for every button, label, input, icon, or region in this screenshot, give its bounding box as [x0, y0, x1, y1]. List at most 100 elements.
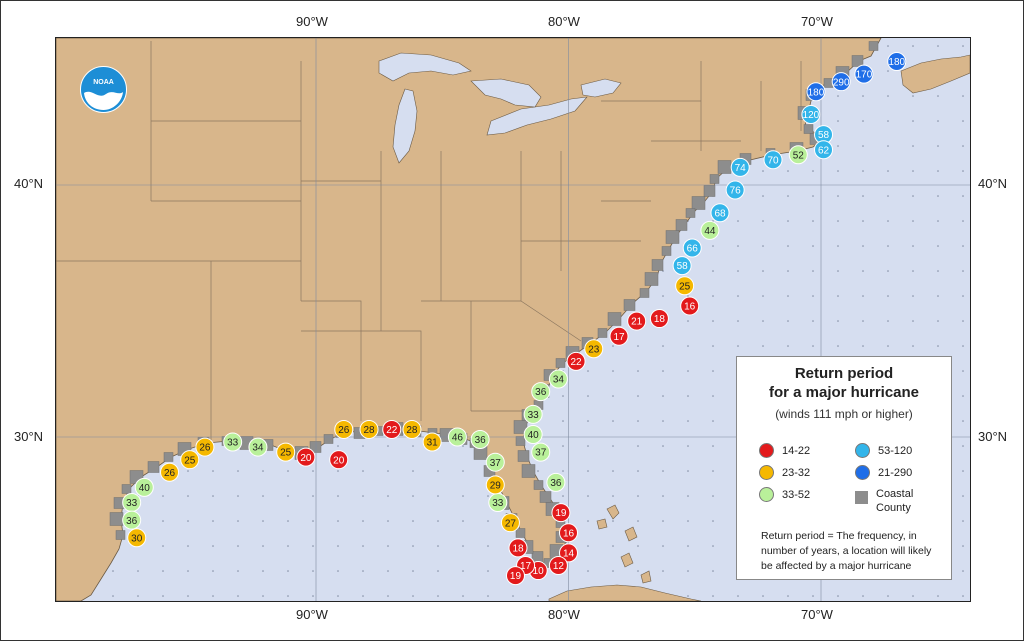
- grid-dot: [387, 570, 389, 572]
- grid-dot: [262, 470, 264, 472]
- legend-item-coastal-county: Coastal County: [855, 487, 913, 515]
- marker-circle: [422, 432, 442, 452]
- state-border: [471, 61, 802, 412]
- grid-dot: [712, 595, 714, 597]
- grid-dot: [737, 245, 739, 247]
- grid-dot: [612, 520, 614, 522]
- grid-dot: [187, 470, 189, 472]
- grid-dot: [337, 470, 339, 472]
- grid-dot: [962, 45, 964, 47]
- grid-dot: [687, 320, 689, 322]
- grid-dot: [312, 495, 314, 497]
- grid-dot: [212, 520, 214, 522]
- grid-dot: [487, 545, 489, 547]
- legend-label-county: County: [876, 502, 911, 514]
- grid-dot: [487, 495, 489, 497]
- marker-label: 29: [490, 480, 502, 491]
- grid-dot: [787, 170, 789, 172]
- grid-dot: [362, 570, 364, 572]
- grid-dot: [937, 145, 939, 147]
- coastal-county-block: [109, 512, 124, 526]
- lon-label-70w-bottom: 70°W: [801, 607, 833, 622]
- grid-dot: [912, 245, 914, 247]
- marker-label: 33: [492, 498, 504, 509]
- marker-circle: [296, 447, 316, 467]
- return-period-marker: 26: [160, 462, 180, 482]
- grid-dot: [937, 220, 939, 222]
- grid-dot: [412, 545, 414, 547]
- grid-dot: [287, 495, 289, 497]
- marker-label: 36: [475, 435, 487, 446]
- coastal-county-block: [651, 259, 664, 271]
- grid-dot: [287, 545, 289, 547]
- grid-dot: [712, 370, 714, 372]
- grid-dot: [237, 595, 239, 597]
- grid-dot: [837, 245, 839, 247]
- grid-dot: [837, 170, 839, 172]
- grid-dot: [262, 545, 264, 547]
- grid-dot: [362, 445, 364, 447]
- grid-dot: [762, 270, 764, 272]
- marker-label: 37: [535, 448, 547, 459]
- grid-dot: [612, 345, 614, 347]
- grid-dot: [512, 595, 514, 597]
- marker-circle: [223, 432, 243, 452]
- grid-dot: [212, 495, 214, 497]
- lon-label-70w: 70°W: [801, 14, 833, 29]
- coastal-county-block: [517, 450, 530, 462]
- coastal-county-block: [685, 208, 696, 218]
- return-period-marker: 34: [548, 369, 568, 389]
- grid-dot: [912, 220, 914, 222]
- grid-dot: [812, 345, 814, 347]
- return-period-marker: 19: [551, 503, 571, 523]
- return-period-marker: 290: [831, 72, 851, 92]
- return-period-marker: 14: [559, 543, 578, 563]
- grid-dot: [937, 295, 939, 297]
- grid-dot: [837, 320, 839, 322]
- grid-dot: [912, 320, 914, 322]
- coastal-county-block: [597, 328, 608, 338]
- legend-label-coastal: Coastal: [876, 488, 914, 500]
- marker-circle: [584, 339, 604, 359]
- grid-dot: [262, 495, 264, 497]
- grid-dot: [887, 195, 889, 197]
- lon-label-90w: 90°W: [296, 14, 328, 29]
- return-period-marker: 17: [609, 326, 629, 346]
- grid-dot: [137, 595, 139, 597]
- grid-dot: [962, 445, 964, 447]
- legend-title-line1: Return period: [794, 365, 894, 382]
- coastal-county-block: [533, 480, 544, 490]
- return-period-marker: 31: [422, 432, 442, 452]
- marker-circle: [559, 523, 578, 543]
- grid-dot: [562, 395, 564, 397]
- grid-dot: [937, 195, 939, 197]
- marker-circle: [531, 382, 551, 402]
- return-period-marker: 23: [584, 339, 604, 359]
- grid-dot: [887, 70, 889, 72]
- grid-dot: [187, 570, 189, 572]
- grid-dot: [962, 420, 964, 422]
- coastal-county-block: [115, 530, 126, 540]
- grid-dot: [437, 520, 439, 522]
- coastal-county-block: [639, 288, 650, 298]
- marker-circle: [566, 351, 586, 371]
- marker-label: 120: [803, 110, 820, 121]
- grid-dot: [912, 195, 914, 197]
- grid-dot: [662, 545, 664, 547]
- grid-dot: [387, 470, 389, 472]
- return-period-marker: 37: [531, 442, 551, 462]
- legend-swatch-lightgreen: [759, 487, 774, 502]
- grid-dot: [287, 470, 289, 472]
- coastal-county-block: [661, 246, 672, 256]
- return-period-marker: 74: [730, 157, 750, 177]
- return-period-marker: 27: [500, 513, 520, 533]
- grid-dot: [462, 470, 464, 472]
- coastal-county-block: [309, 441, 322, 453]
- return-period-marker: 26: [334, 419, 354, 439]
- state-border: [150, 41, 302, 301]
- grid-dot: [587, 395, 589, 397]
- marker-label: 25: [280, 448, 292, 459]
- grid-dot: [337, 495, 339, 497]
- grid-dot: [912, 595, 914, 597]
- grid-dot: [587, 420, 589, 422]
